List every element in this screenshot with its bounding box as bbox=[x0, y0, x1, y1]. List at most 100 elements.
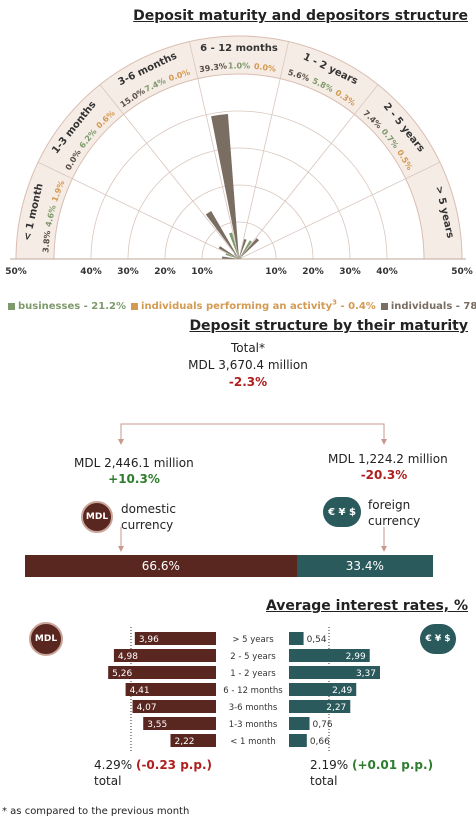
polar-wedge bbox=[239, 257, 242, 259]
polar-chart-title: Deposit maturity and depositors structur… bbox=[133, 8, 468, 24]
polar-wedge bbox=[239, 258, 242, 259]
domestic-share-label: 66.6% bbox=[141, 559, 180, 573]
polar-wedge bbox=[239, 257, 240, 259]
legend-item: individuals performing an activity3 - 0.… bbox=[131, 299, 376, 312]
polar-grid-arc bbox=[127, 147, 351, 260]
legend-swatch bbox=[131, 302, 139, 310]
mdl-currency-icon: MDL bbox=[81, 501, 113, 533]
polar-grid-arc bbox=[90, 110, 388, 260]
polar-axis-tick: 20% bbox=[302, 267, 324, 277]
domestic-total-word: total bbox=[94, 774, 122, 788]
maturity-category-label: 2 - 5 years bbox=[230, 652, 276, 662]
footnote: * as compared to the previous month bbox=[2, 806, 190, 817]
foreign-rate-label: 2,99 bbox=[346, 652, 366, 662]
polar-sector-label: 6 - 12 months bbox=[200, 43, 278, 54]
domestic-rate-change: (-0.23 p.p.) bbox=[135, 758, 212, 772]
foreign-rate-bar bbox=[289, 717, 310, 730]
domestic-rate-label: 4,07 bbox=[137, 703, 157, 713]
polar-axis-tick: 40% bbox=[376, 267, 398, 277]
legend-item: businesses - 21.2% bbox=[8, 301, 126, 312]
polar-grid-radial bbox=[238, 161, 441, 260]
polar-value-label: 1.0% bbox=[228, 62, 250, 71]
foreign-rate-bar bbox=[289, 632, 304, 645]
domestic-change: +10.3% bbox=[108, 472, 160, 486]
polar-grid-arc bbox=[201, 221, 277, 260]
domestic-rate-label: 3,55 bbox=[147, 720, 167, 730]
maturity-category-label: 6 - 12 months bbox=[223, 686, 283, 696]
polar-wedge bbox=[239, 255, 240, 259]
polar-legend: businesses - 21.2% individuals performing… bbox=[8, 299, 476, 312]
rates-mdl-icon: MDL bbox=[29, 622, 63, 656]
domestic-rate-total: 4.29% (-0.23 p.p.) bbox=[94, 758, 212, 772]
foreign-rate-label: 0,76 bbox=[313, 720, 333, 730]
foreign-change: -20.3% bbox=[360, 468, 408, 482]
polar-wedge bbox=[205, 210, 239, 259]
domestic-rate-bar bbox=[132, 700, 216, 713]
polar-axis-tick: 10% bbox=[191, 267, 213, 277]
polar-grid-radial bbox=[99, 84, 240, 260]
polar-grid-radial bbox=[238, 84, 379, 260]
polar-axis-tick: 30% bbox=[117, 267, 139, 277]
polar-value-label: 39.3% bbox=[199, 61, 228, 74]
domestic-rate-label: 2,22 bbox=[174, 737, 194, 747]
polar-value-label: 0.0% bbox=[253, 62, 276, 74]
polar-wedge bbox=[221, 256, 239, 259]
total-label: Total* bbox=[230, 341, 266, 355]
foreign-rate-bar bbox=[289, 700, 351, 713]
domestic-rate-label: 4,41 bbox=[130, 686, 150, 696]
foreign-share-bar: 33.4% bbox=[296, 555, 433, 577]
polar-grid-arc bbox=[164, 184, 314, 260]
polar-wedge bbox=[233, 253, 239, 259]
domestic-rate-bar bbox=[108, 666, 216, 679]
foreign-rate-bar bbox=[289, 649, 370, 662]
polar-wedge bbox=[239, 238, 247, 259]
domestic-currency-label: domestic currency bbox=[121, 502, 176, 532]
domestic-amount: MDL 2,446.1 million bbox=[74, 456, 194, 470]
foreign-rate-change: (+0.01 p.p.) bbox=[351, 758, 434, 772]
maturity-category-label: < 1 month bbox=[230, 737, 276, 747]
structure-connectors bbox=[118, 423, 387, 552]
domestic-share-bar: 66.6% bbox=[25, 555, 297, 577]
total-amount: MDL 3,670.4 million bbox=[188, 358, 308, 372]
polar-axis-tick: 50% bbox=[5, 267, 27, 277]
domestic-rate-bar bbox=[113, 649, 216, 662]
polar-outer-band bbox=[15, 35, 463, 260]
polar-axis-tick: 50% bbox=[451, 267, 473, 277]
domestic-rate-bar bbox=[125, 683, 216, 696]
polar-wedge bbox=[211, 114, 239, 259]
rates-title: Average interest rates, % bbox=[265, 598, 468, 614]
domestic-rate-label: 4,98 bbox=[118, 652, 138, 662]
foreign-rate-label: 0,66 bbox=[310, 737, 330, 747]
maturity-category-label: > 5 years bbox=[232, 635, 274, 645]
foreign-rate-label: 0,54 bbox=[307, 635, 327, 645]
polar-wedge bbox=[229, 232, 239, 259]
polar-axis-tick: 40% bbox=[80, 267, 102, 277]
foreign-amount: MDL 1,224.2 million bbox=[328, 452, 448, 466]
maturity-category-label: 3-6 months bbox=[229, 703, 278, 713]
foreign-rate-label: 3,37 bbox=[356, 669, 376, 679]
domestic-rate-bar bbox=[143, 717, 216, 730]
total-change: -2.3% bbox=[228, 375, 268, 389]
foreign-total-word: total bbox=[310, 774, 338, 788]
polar-grid-radial bbox=[188, 41, 240, 260]
polar-wedge bbox=[239, 238, 260, 259]
foreign-rate-label: 2,27 bbox=[326, 703, 346, 713]
domestic-rate-label: 5,26 bbox=[112, 669, 132, 679]
foreign-share-label: 33.4% bbox=[345, 559, 384, 573]
foreign-rate-bar bbox=[289, 683, 357, 696]
legend-swatch bbox=[8, 302, 15, 310]
polar-grid-radial bbox=[37, 161, 240, 260]
legend-swatch bbox=[380, 302, 388, 310]
polar-axis-tick: 10% bbox=[265, 267, 287, 277]
domestic-rate-value: 4.29% bbox=[94, 758, 133, 772]
polar-axis-tick: 20% bbox=[154, 267, 176, 277]
domestic-rate-bar bbox=[134, 632, 216, 645]
maturity-category-label: 1-3 months bbox=[229, 720, 278, 730]
polar-axis-tick: 30% bbox=[339, 267, 361, 277]
polar-value-label: 3.8% bbox=[41, 230, 52, 253]
foreign-rate-label: 2,49 bbox=[332, 686, 352, 696]
domestic-rate-label: 3,96 bbox=[139, 635, 159, 645]
polar-wedge bbox=[225, 253, 239, 259]
foreign-rate-total: 2.19% (+0.01 p.p.) bbox=[310, 758, 433, 772]
